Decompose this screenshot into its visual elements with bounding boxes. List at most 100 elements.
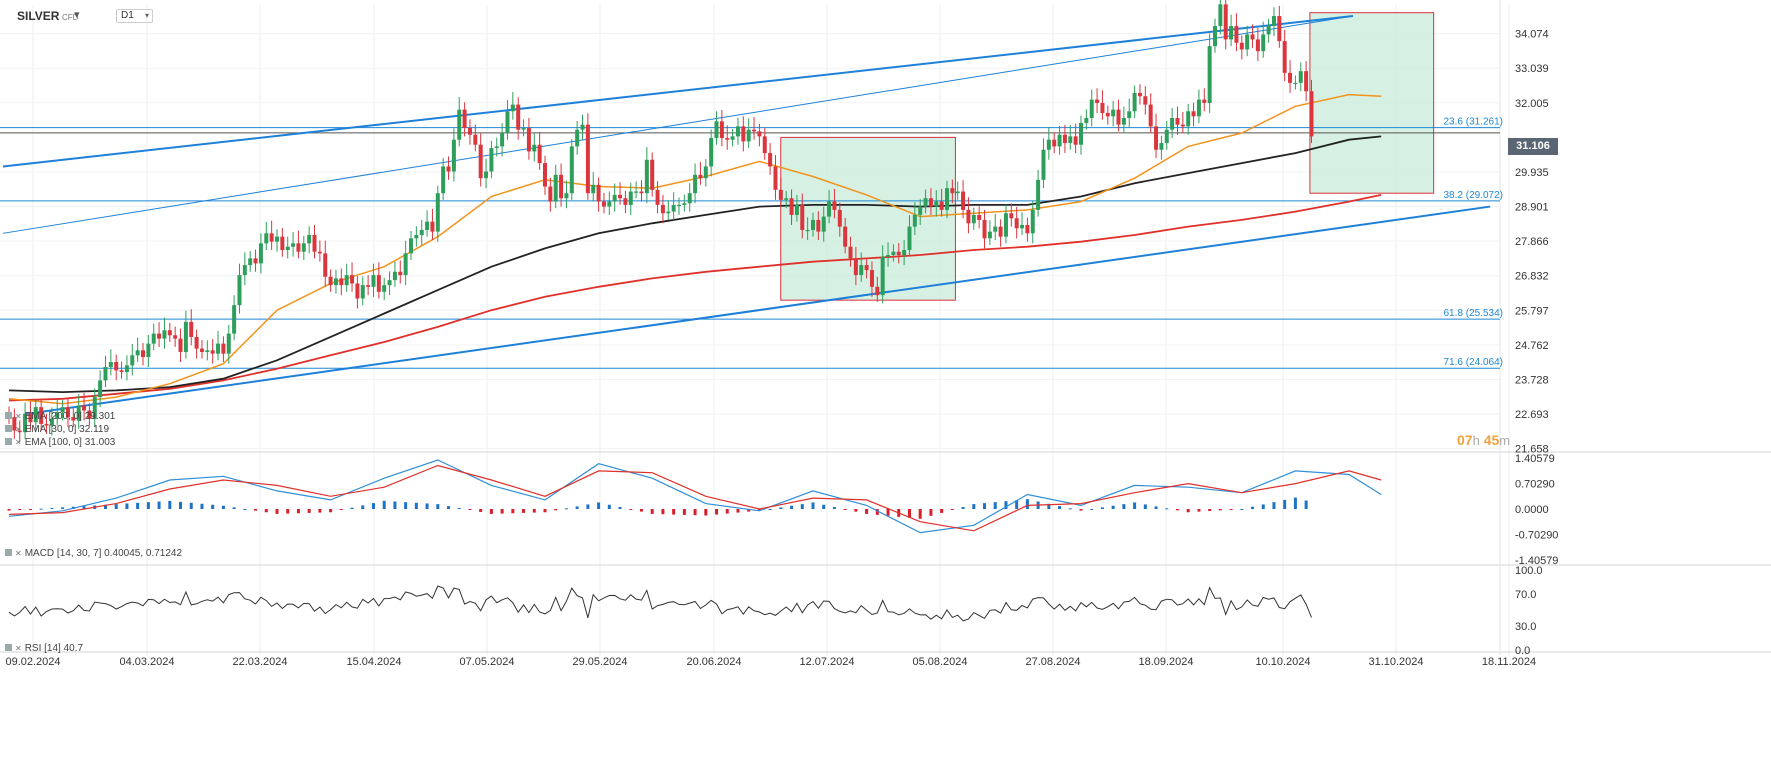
candle-body — [425, 221, 430, 230]
candle-body — [591, 184, 596, 194]
candle-body — [1282, 41, 1287, 73]
candle-body — [569, 146, 574, 194]
price-tick-label: 22.693 — [1515, 409, 1549, 421]
legend-ema200[interactable]: ✕ EMA [200, 0] 29.301 — [5, 411, 115, 422]
candle-body — [1111, 109, 1116, 117]
macd-histogram-bar — [7, 509, 11, 511]
macd-histogram-bar — [500, 509, 504, 514]
macd-histogram-bar — [865, 509, 869, 514]
candle-body — [1309, 91, 1314, 137]
candle-body — [848, 246, 853, 259]
macd-histogram-bar — [747, 509, 751, 512]
macd-histogram-bar — [1143, 504, 1147, 509]
macd-histogram-bar — [1251, 506, 1255, 509]
macd-histogram-bar — [629, 509, 633, 510]
price-tick-label: 24.762 — [1515, 340, 1549, 352]
macd-histogram-bar — [983, 503, 987, 509]
timeframe-select[interactable]: D1 ▾ — [116, 9, 153, 23]
timeframe-value: D1 — [121, 10, 134, 21]
macd-tick-label: -1.40579 — [1515, 555, 1558, 567]
macd-histogram-bar — [221, 505, 225, 509]
candle-body — [607, 201, 612, 207]
candle-body — [49, 418, 54, 426]
macd-histogram-bar — [682, 509, 686, 515]
candle-body — [805, 229, 810, 232]
candle-body — [103, 367, 108, 381]
candle-body — [467, 128, 472, 135]
macd-histogram-bar — [1208, 509, 1212, 511]
candle-body — [87, 410, 92, 419]
macd-histogram-bar — [296, 509, 300, 514]
candle-body — [151, 333, 156, 344]
candle-body — [773, 166, 778, 190]
candle-body — [114, 362, 119, 371]
macd-histogram-bar — [822, 504, 826, 509]
close-icon[interactable]: ✕ — [15, 412, 22, 421]
highlight-box — [780, 136, 956, 301]
candle-body — [210, 350, 215, 354]
candle-body — [1041, 149, 1046, 180]
macd-histogram-bar — [468, 509, 472, 510]
candle-body — [1121, 117, 1126, 125]
date-tick-label: 22.03.2024 — [232, 656, 287, 668]
candle-body — [494, 146, 499, 149]
candle-body — [1266, 26, 1271, 35]
symbol-dropdown-icon[interactable]: ▾ — [74, 9, 80, 21]
macd-histogram-bar — [61, 507, 65, 509]
legend-ema100[interactable]: ✕ EMA [100, 0] 31.003 — [5, 437, 115, 448]
candle-body — [371, 275, 376, 287]
macd-histogram-bar — [725, 509, 729, 514]
candle-body — [859, 265, 864, 276]
candle-body — [355, 283, 360, 299]
symbol-name[interactable]: SILVER — [17, 9, 60, 23]
candle-body — [709, 138, 714, 167]
macd-histogram-bar — [479, 509, 483, 512]
candle-body — [526, 128, 531, 152]
legend-ema30[interactable]: ✕ EMA [30, 0] 32.119 — [5, 424, 109, 435]
candle-body — [1250, 34, 1255, 40]
candle-body — [194, 336, 199, 349]
macd-pane: 1.40579 0.70290 0.0000 -0.70290 -1.40579 — [7, 453, 1558, 567]
candle-body — [977, 214, 982, 220]
close-icon[interactable]: ✕ — [15, 438, 22, 447]
candle-body — [693, 174, 698, 194]
close-icon[interactable]: ✕ — [15, 549, 22, 558]
macd-histogram-bar — [1068, 508, 1072, 510]
candle-body — [950, 188, 955, 194]
macd-histogram-bar — [693, 509, 697, 516]
macd-histogram-bar — [425, 503, 429, 509]
legend-rsi[interactable]: ✕ RSI [14] 40.7 — [5, 643, 83, 654]
macd-histogram-bar — [275, 509, 279, 514]
fib-level-label: 71.6 (24.064) — [1444, 357, 1504, 368]
macd-histogram-bar — [757, 509, 761, 511]
candle-body — [264, 233, 269, 244]
macd-histogram-bar — [157, 501, 161, 509]
candle-body — [457, 109, 462, 140]
candle-body — [955, 191, 960, 194]
candle-body — [816, 219, 821, 232]
candle-body — [17, 430, 22, 433]
candle-body — [1186, 111, 1191, 127]
candle-body — [612, 194, 617, 202]
close-icon[interactable]: ✕ — [15, 425, 22, 434]
instrument-type: CFD — [62, 13, 79, 22]
candle-body — [1159, 143, 1164, 150]
rsi-pane: 100.0 70.0 30.0 0.0 — [8, 565, 1543, 657]
close-icon[interactable]: ✕ — [15, 644, 22, 653]
date-axis: 09.02.2024 04.03.2024 22.03.2024 15.04.2024… — [5, 656, 1536, 668]
price-tick-label: 29.935 — [1515, 167, 1549, 179]
legend-macd[interactable]: ✕ MACD [14, 30, 7] 0.40045, 0.71242 — [5, 548, 182, 559]
candle-body — [312, 234, 317, 252]
date-tick-label: 20.06.2024 — [686, 656, 741, 668]
candle-body — [1154, 126, 1159, 150]
rsi-tick-label: 70.0 — [1515, 589, 1536, 601]
macd-histogram-bar — [1154, 506, 1158, 509]
timer-minutes: 45 — [1483, 432, 1500, 448]
candle-body — [1218, 4, 1223, 27]
price-axis: 34.074 33.039 32.005 29.935 28.901 27.866 26.8… — [1515, 29, 1549, 456]
macd-histogram-bar — [28, 509, 32, 510]
candle-body — [328, 276, 333, 286]
candle-body — [1036, 179, 1041, 210]
candle-body — [1095, 99, 1100, 103]
